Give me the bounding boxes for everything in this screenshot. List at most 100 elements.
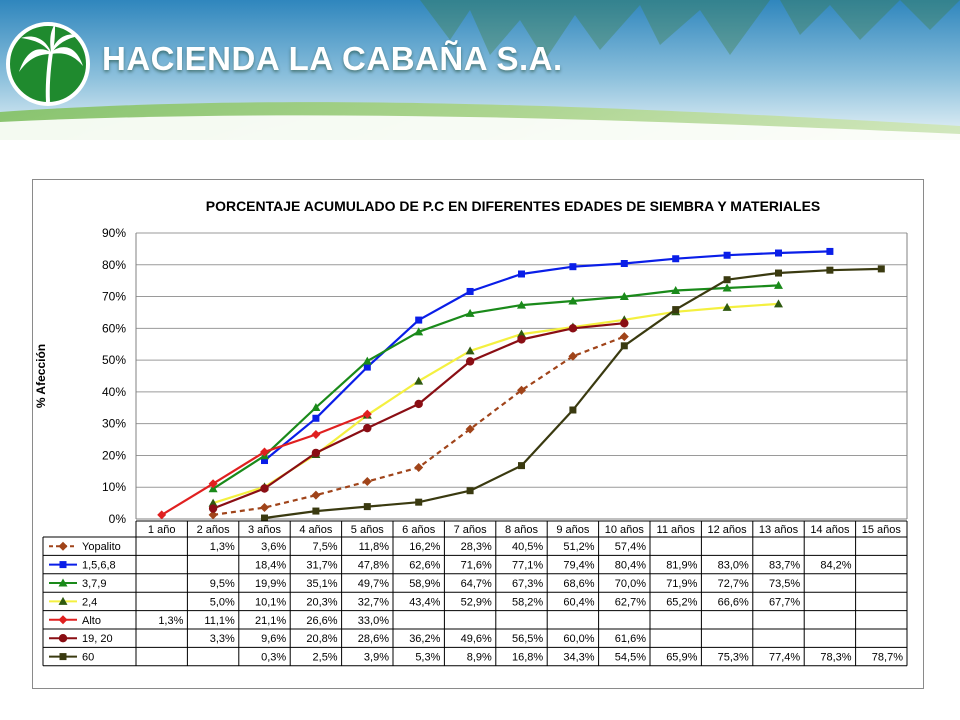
x-tick-label: 2 años <box>197 524 231 536</box>
plot-area-background <box>126 233 907 519</box>
data-label: 62,7% <box>615 596 646 608</box>
data-label: 19,9% <box>255 578 286 590</box>
data-label: 67,3% <box>512 578 543 590</box>
x-tick-label: 6 años <box>402 524 436 536</box>
data-label: 83,7% <box>769 560 800 572</box>
data-point <box>671 286 681 295</box>
data-point <box>208 484 218 493</box>
legend-label: 3,7,9 <box>82 578 106 590</box>
y-tick-label: 50% <box>102 353 126 367</box>
x-tick-label: 5 años <box>351 524 385 536</box>
x-tick-label: 12 años <box>708 524 748 536</box>
data-point <box>363 503 371 511</box>
data-label: 52,9% <box>461 596 492 608</box>
data-label: 9,5% <box>210 578 235 590</box>
legend-label: Yopalito <box>82 541 121 553</box>
data-point <box>312 414 320 422</box>
data-point <box>414 376 424 385</box>
data-point <box>260 503 269 513</box>
data-label: 49,6% <box>461 633 492 645</box>
data-label: 2,5% <box>313 652 338 664</box>
data-point <box>415 316 423 324</box>
data-point <box>620 260 628 268</box>
y-tick-label: 90% <box>102 226 126 240</box>
data-point <box>877 265 885 273</box>
data-label: 8,9% <box>467 652 492 664</box>
header-banner: HACIENDA LA CABAÑA S.A. <box>0 0 960 140</box>
data-label: 58,2% <box>512 596 543 608</box>
data-point <box>569 406 577 414</box>
chart-title: PORCENTAJE ACUMULADO DE P.C EN DIFERENTE… <box>206 198 821 214</box>
data-point <box>568 351 578 361</box>
data-label: 26,6% <box>306 615 337 627</box>
data-point <box>311 402 321 411</box>
data-point <box>826 247 834 255</box>
data-label: 77,1% <box>512 560 543 572</box>
x-tick-label: 9 años <box>556 524 590 536</box>
data-label: 32,7% <box>358 596 389 608</box>
legend-key-marker <box>59 561 67 569</box>
data-label: 28,6% <box>358 633 389 645</box>
data-label: 3,3% <box>210 633 235 645</box>
y-tick-label: 30% <box>102 417 126 431</box>
data-point <box>517 329 526 338</box>
data-point <box>311 448 321 458</box>
data-point <box>414 327 424 336</box>
data-label: 43,4% <box>409 596 440 608</box>
data-point <box>568 296 578 305</box>
data-point <box>620 342 628 350</box>
data-label: 1,3% <box>158 615 183 627</box>
data-point <box>261 514 268 522</box>
data-point <box>311 490 321 500</box>
data-label: 71,9% <box>666 578 697 590</box>
data-point <box>774 280 783 289</box>
data-point <box>466 287 474 295</box>
data-label: 36,2% <box>409 633 440 645</box>
data-label: 83,0% <box>718 560 749 572</box>
data-label: 62,6% <box>409 560 440 572</box>
data-label: 60,0% <box>563 633 594 645</box>
series-markers <box>157 247 885 522</box>
data-point <box>672 255 680 263</box>
data-point <box>312 507 320 515</box>
legend-key-marker <box>58 578 68 587</box>
legend-label: Alto <box>82 615 101 627</box>
legend-key-marker <box>58 615 68 625</box>
data-label: 11,1% <box>204 615 235 627</box>
data-label: 3,9% <box>364 652 389 664</box>
data-label: 16,8% <box>512 652 543 664</box>
x-tick-label: 3 años <box>248 524 282 536</box>
data-label: 35,1% <box>306 578 337 590</box>
legend-key-marker <box>58 596 68 605</box>
y-axis-label: % Afección <box>34 344 48 408</box>
data-point <box>208 479 218 489</box>
legend-key-marker <box>59 653 67 661</box>
data-label: 80,4% <box>615 560 646 572</box>
data-label: 57,4% <box>615 541 646 553</box>
data-point <box>569 263 577 271</box>
palm-logo-icon <box>6 22 90 106</box>
data-label: 79,4% <box>563 560 594 572</box>
series-line-1 <box>263 250 830 462</box>
data-label: 21,1% <box>255 615 286 627</box>
x-tick-label: 4 años <box>299 524 333 536</box>
data-label: 65,2% <box>666 596 697 608</box>
data-label: 75,3% <box>718 652 749 664</box>
data-point <box>415 498 423 506</box>
data-point <box>208 510 218 520</box>
data-label: 58,9% <box>409 578 440 590</box>
data-label: 84,2% <box>820 560 851 572</box>
data-label: 64,7% <box>461 578 492 590</box>
data-point <box>517 300 526 309</box>
data-label: 77,4% <box>769 652 800 664</box>
data-point <box>363 363 371 371</box>
data-point <box>517 335 526 344</box>
y-tick-label: 20% <box>102 448 126 462</box>
data-point <box>518 270 525 278</box>
data-label: 67,7% <box>769 596 800 608</box>
data-point <box>260 447 269 457</box>
data-point <box>466 487 474 495</box>
chart-container: 0% 10% 20% 30% 40% 50% 60% 70% 80% 90% 1 año 2 año… <box>32 179 924 689</box>
data-point <box>620 319 629 328</box>
data-label: 61,6% <box>615 633 646 645</box>
